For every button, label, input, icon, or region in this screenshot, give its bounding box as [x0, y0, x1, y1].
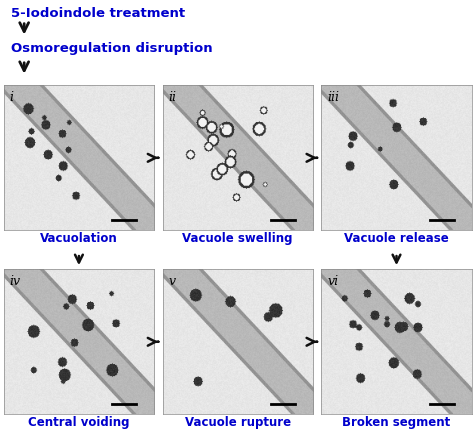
Text: Vacuole release: Vacuole release [344, 233, 449, 245]
Text: 5-Iodoindole treatment: 5-Iodoindole treatment [11, 7, 185, 20]
Text: Vacuole swelling: Vacuole swelling [182, 233, 293, 245]
Text: Osmoregulation disruption: Osmoregulation disruption [11, 42, 213, 55]
Text: Vacuole rupture: Vacuole rupture [185, 417, 291, 429]
Text: iv: iv [10, 275, 21, 288]
Text: i: i [10, 91, 14, 104]
Text: Central voiding: Central voiding [28, 417, 130, 429]
Text: Broken segment: Broken segment [342, 417, 451, 429]
Text: Vacuolation: Vacuolation [40, 233, 118, 245]
Text: iii: iii [328, 91, 339, 104]
Text: v: v [169, 275, 176, 288]
Text: vi: vi [328, 275, 338, 288]
Text: ii: ii [169, 91, 177, 104]
